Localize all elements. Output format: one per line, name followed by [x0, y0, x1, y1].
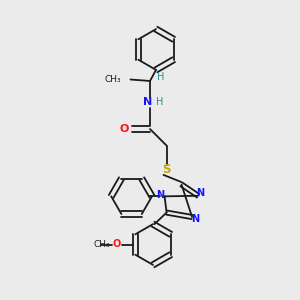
Text: O: O [113, 238, 121, 249]
Text: CH₃: CH₃ [94, 240, 110, 249]
Text: H: H [157, 72, 164, 82]
Text: N: N [196, 188, 205, 198]
Text: CH₃: CH₃ [105, 75, 122, 84]
Text: O: O [120, 124, 129, 134]
Text: S: S [162, 163, 171, 176]
Text: H: H [156, 97, 164, 107]
Text: N: N [156, 190, 164, 200]
Text: N: N [143, 97, 152, 107]
Text: N: N [191, 214, 199, 224]
